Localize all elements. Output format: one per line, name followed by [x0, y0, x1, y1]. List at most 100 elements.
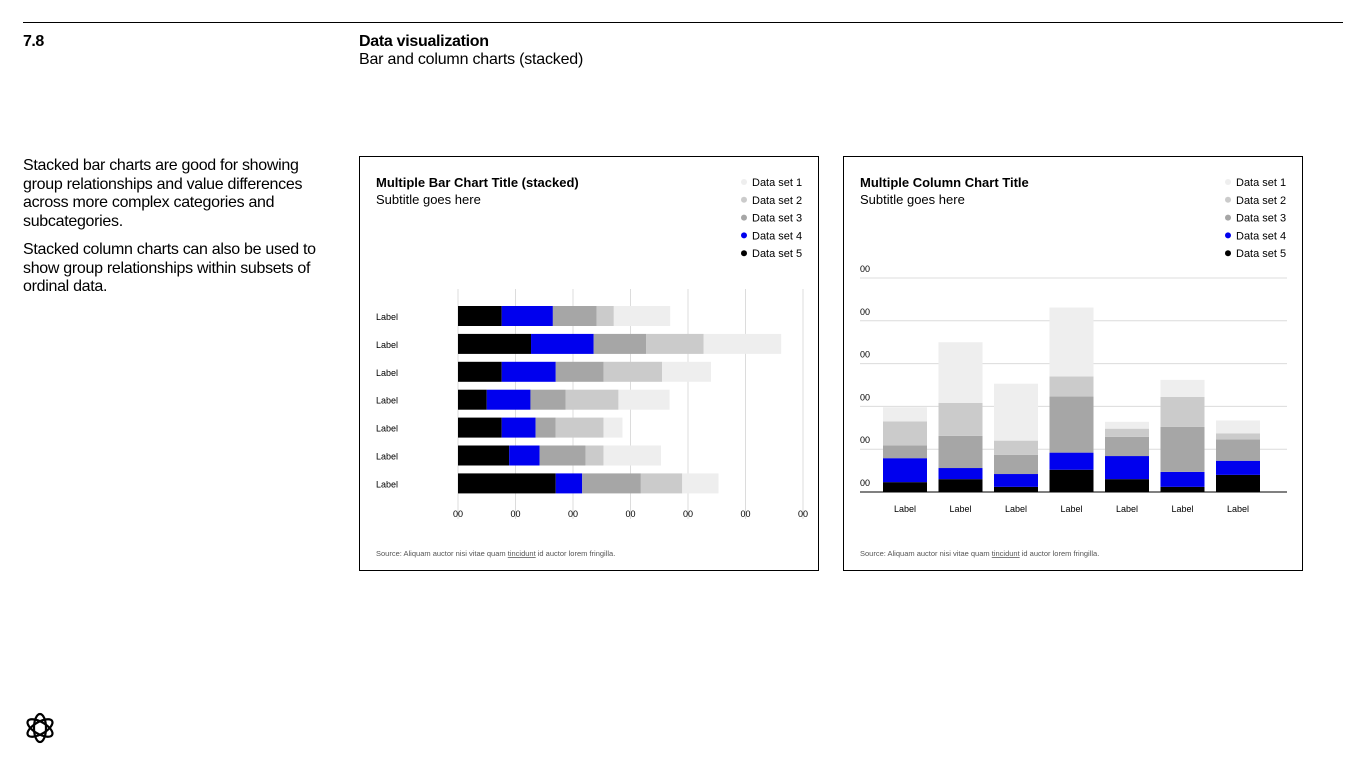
column-segment	[1105, 421, 1149, 429]
bar-segment	[501, 417, 536, 438]
y-tick-label: 00	[860, 307, 870, 317]
bar-segment	[682, 473, 719, 494]
x-tick-label: 00	[625, 509, 635, 519]
bar-segment	[646, 333, 704, 354]
category-label: Label	[376, 396, 398, 406]
legend-label: Data set 5	[1236, 248, 1286, 260]
page-title: Data visualization	[359, 33, 489, 50]
column-segment	[938, 402, 983, 436]
y-tick-label: 00	[860, 392, 870, 402]
section-number: 7.8	[23, 33, 44, 50]
column-segment	[938, 342, 983, 403]
legend-label: Data set 4	[1236, 230, 1286, 242]
chart-source: Source: Aliquam auctor nisi vitae quam t…	[376, 549, 615, 558]
category-label: Label	[1005, 504, 1027, 514]
bar-segment	[458, 389, 487, 410]
bar-segment	[603, 417, 623, 438]
column-segment	[1160, 379, 1205, 397]
legend-label: Data set 1	[752, 177, 802, 189]
column-segment	[994, 383, 1038, 441]
chart-subtitle: Subtitle goes here	[376, 192, 481, 207]
source-link[interactable]: tincidunt	[992, 549, 1021, 558]
bar-segment	[486, 389, 531, 410]
column-segment	[1049, 469, 1094, 492]
bar-segment	[585, 445, 604, 466]
bar-segment	[603, 361, 663, 382]
category-label: Label	[376, 368, 398, 378]
y-tick-label: 00	[860, 350, 870, 360]
column-chart: Multiple Column Chart Title Subtitle goes…	[860, 175, 1287, 558]
source-link[interactable]: tincidunt	[508, 549, 537, 558]
bar-segment	[703, 333, 782, 354]
column-segment	[1105, 456, 1149, 480]
page-subtitle: Bar and column charts (stacked)	[359, 51, 584, 68]
column-segment	[883, 458, 927, 483]
x-tick-label: 00	[568, 509, 578, 519]
column-segment	[883, 421, 927, 446]
legend-label: Data set 3	[752, 213, 802, 225]
column-segment	[1105, 428, 1149, 437]
column-segment	[1160, 486, 1205, 492]
legend-swatch	[741, 232, 747, 239]
legend-label: Data set 1	[1236, 177, 1286, 189]
bar-segment	[593, 333, 647, 354]
column-segment	[1216, 439, 1260, 461]
x-tick-label: 00	[510, 509, 520, 519]
body-copy: Stacked bar charts are good for showing …	[23, 157, 323, 307]
bar-segment	[555, 473, 583, 494]
legend-swatch	[1225, 179, 1231, 185]
bar-segment	[582, 473, 641, 494]
legend-swatch	[1225, 250, 1231, 257]
x-tick-label: 00	[798, 509, 808, 519]
column-segment	[938, 479, 983, 492]
bar-segment	[531, 333, 594, 354]
category-label: Label	[376, 424, 398, 434]
x-tick-label: 00	[453, 509, 463, 519]
bar-segment	[530, 389, 566, 410]
legend-swatch	[1225, 214, 1231, 221]
top-rule	[23, 22, 1343, 23]
bar-segment	[555, 361, 604, 382]
body-paragraph-1: Stacked bar charts are good for showing …	[23, 157, 303, 230]
legend-swatch	[741, 196, 747, 203]
column-segment	[994, 454, 1038, 475]
legend-label: Data set 3	[1236, 213, 1286, 225]
column-segment	[883, 445, 927, 459]
legend-label: Data set 2	[1236, 195, 1286, 207]
bar-segment	[640, 473, 683, 494]
column-segment	[994, 440, 1038, 455]
bar-segment	[458, 473, 556, 494]
x-tick-label: 00	[683, 509, 693, 519]
bar-segment	[501, 306, 553, 326]
y-tick-label: 00	[860, 478, 870, 488]
legend-swatch	[1225, 196, 1231, 203]
chart-subtitle: Subtitle goes here	[860, 192, 965, 207]
column-segment	[994, 486, 1038, 492]
bar-segment	[501, 361, 556, 382]
x-tick-label: 00	[740, 509, 750, 519]
category-label: Label	[376, 479, 398, 489]
chart-title: Multiple Column Chart Title	[860, 175, 1029, 190]
column-segment	[1049, 396, 1094, 453]
legend-label: Data set 2	[752, 195, 802, 207]
bar-segment	[662, 361, 711, 382]
column-segment	[1216, 460, 1260, 475]
column-segment	[1216, 420, 1260, 434]
column-segment	[1160, 396, 1205, 427]
bar-segment	[458, 333, 532, 354]
bar-segment	[565, 389, 619, 410]
bar-segment	[539, 445, 586, 466]
category-label: Label	[1060, 504, 1082, 514]
column-segment	[1049, 307, 1094, 377]
bar-segment	[555, 417, 604, 438]
category-label: Label	[949, 504, 971, 514]
bar-segment	[535, 417, 556, 438]
bar-segment	[596, 306, 614, 326]
chart-title: Multiple Bar Chart Title (stacked)	[376, 175, 579, 190]
legend-swatch	[1225, 232, 1231, 239]
category-label: Label	[376, 340, 398, 350]
bar-chart: Multiple Bar Chart Title (stacked) Subtit…	[376, 175, 808, 558]
category-label: Label	[1171, 504, 1193, 514]
column-segment	[1049, 376, 1094, 397]
bar-segment	[458, 361, 502, 382]
